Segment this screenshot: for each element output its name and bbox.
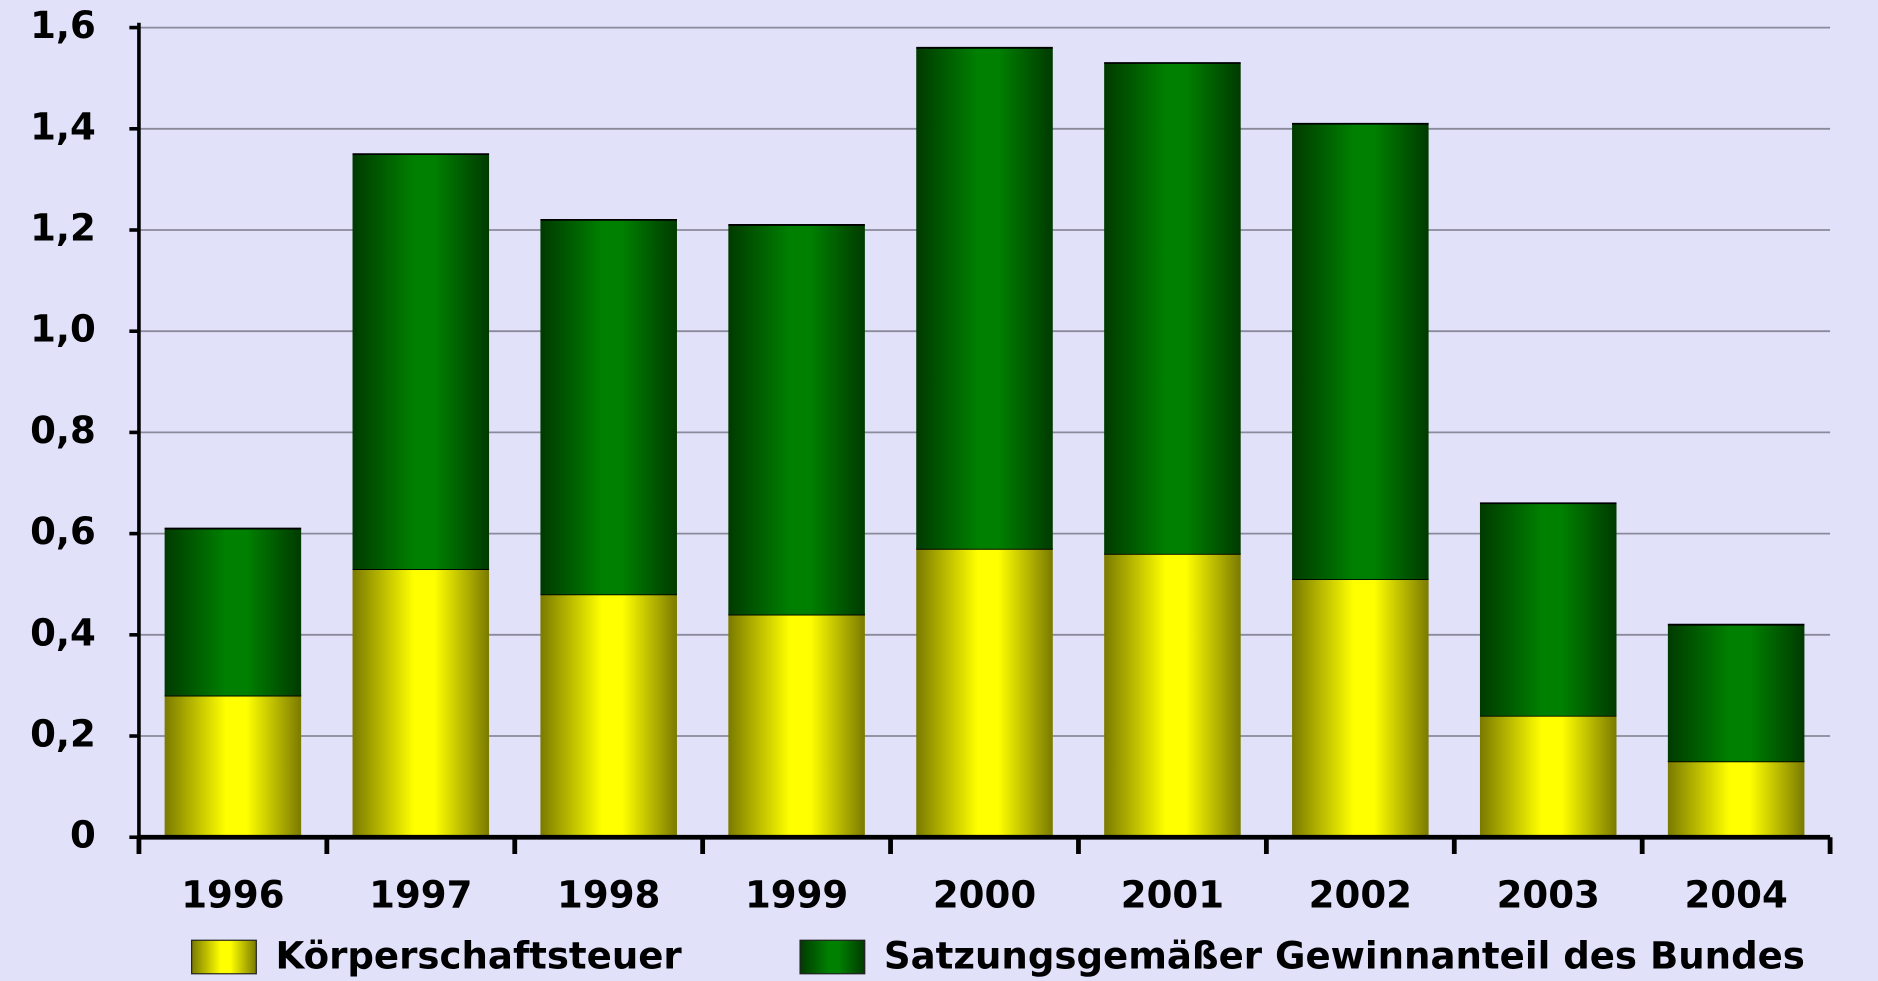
legend-label: Satzungsgemäßer Gewinnanteil des Bundes bbox=[884, 935, 1805, 978]
legend-label: Körperschaftsteuer bbox=[275, 935, 682, 978]
bar-segment bbox=[728, 614, 865, 838]
x-tick-label: 2003 bbox=[1497, 874, 1600, 917]
y-tick-label: 0,8 bbox=[30, 409, 96, 452]
bar-segment bbox=[1292, 123, 1429, 580]
x-tick-label: 1999 bbox=[745, 874, 848, 917]
bar-segment bbox=[540, 219, 677, 595]
x-tick-label: 1998 bbox=[557, 874, 660, 917]
bar-segment bbox=[1479, 715, 1617, 838]
y-tick-label: 1,2 bbox=[30, 206, 96, 249]
x-tick-label: 2002 bbox=[1309, 874, 1412, 917]
y-tick-label: 1,6 bbox=[30, 4, 96, 47]
bar-segment bbox=[164, 695, 302, 838]
bar-segment bbox=[916, 47, 1053, 549]
x-tick-label: 1997 bbox=[369, 874, 472, 917]
y-tick-label: 0,4 bbox=[30, 611, 96, 654]
bar-segment bbox=[916, 548, 1053, 838]
bar-segment bbox=[1479, 503, 1617, 716]
x-tick-label: 2000 bbox=[933, 874, 1036, 917]
bar-segment bbox=[164, 528, 302, 696]
bar-segment bbox=[352, 154, 490, 570]
bar-segment bbox=[1292, 579, 1429, 838]
y-tick-label: 1,0 bbox=[30, 308, 96, 351]
bar-segment bbox=[1667, 761, 1805, 838]
bar-segment bbox=[1667, 624, 1805, 762]
legend-swatch bbox=[799, 939, 866, 975]
bar-segment bbox=[1104, 63, 1241, 554]
bar-segment bbox=[540, 594, 677, 838]
y-tick-label: 0 bbox=[70, 814, 96, 857]
legend-swatch bbox=[191, 939, 257, 975]
bar-segment bbox=[1104, 553, 1241, 838]
x-tick-label: 2001 bbox=[1121, 874, 1224, 917]
x-tick-label: 1996 bbox=[181, 874, 284, 917]
bar-segment bbox=[352, 569, 490, 838]
x-tick-label: 2004 bbox=[1684, 874, 1787, 917]
y-tick-label: 1,4 bbox=[30, 105, 96, 148]
bar-segment bbox=[728, 224, 865, 615]
y-tick-label: 0,2 bbox=[30, 713, 96, 756]
y-tick-label: 0,6 bbox=[30, 510, 96, 553]
